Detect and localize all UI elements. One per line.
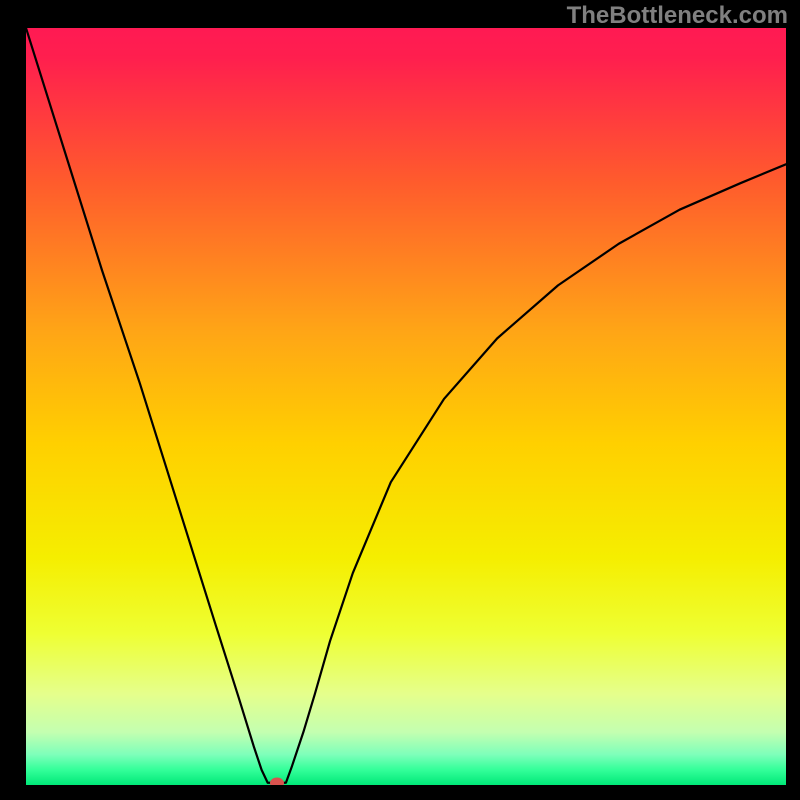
- plot-area: [26, 28, 786, 785]
- minimum-marker: [270, 777, 284, 785]
- bottleneck-curve: [26, 28, 786, 785]
- curve-path: [26, 28, 786, 783]
- watermark-text: TheBottleneck.com: [567, 2, 788, 30]
